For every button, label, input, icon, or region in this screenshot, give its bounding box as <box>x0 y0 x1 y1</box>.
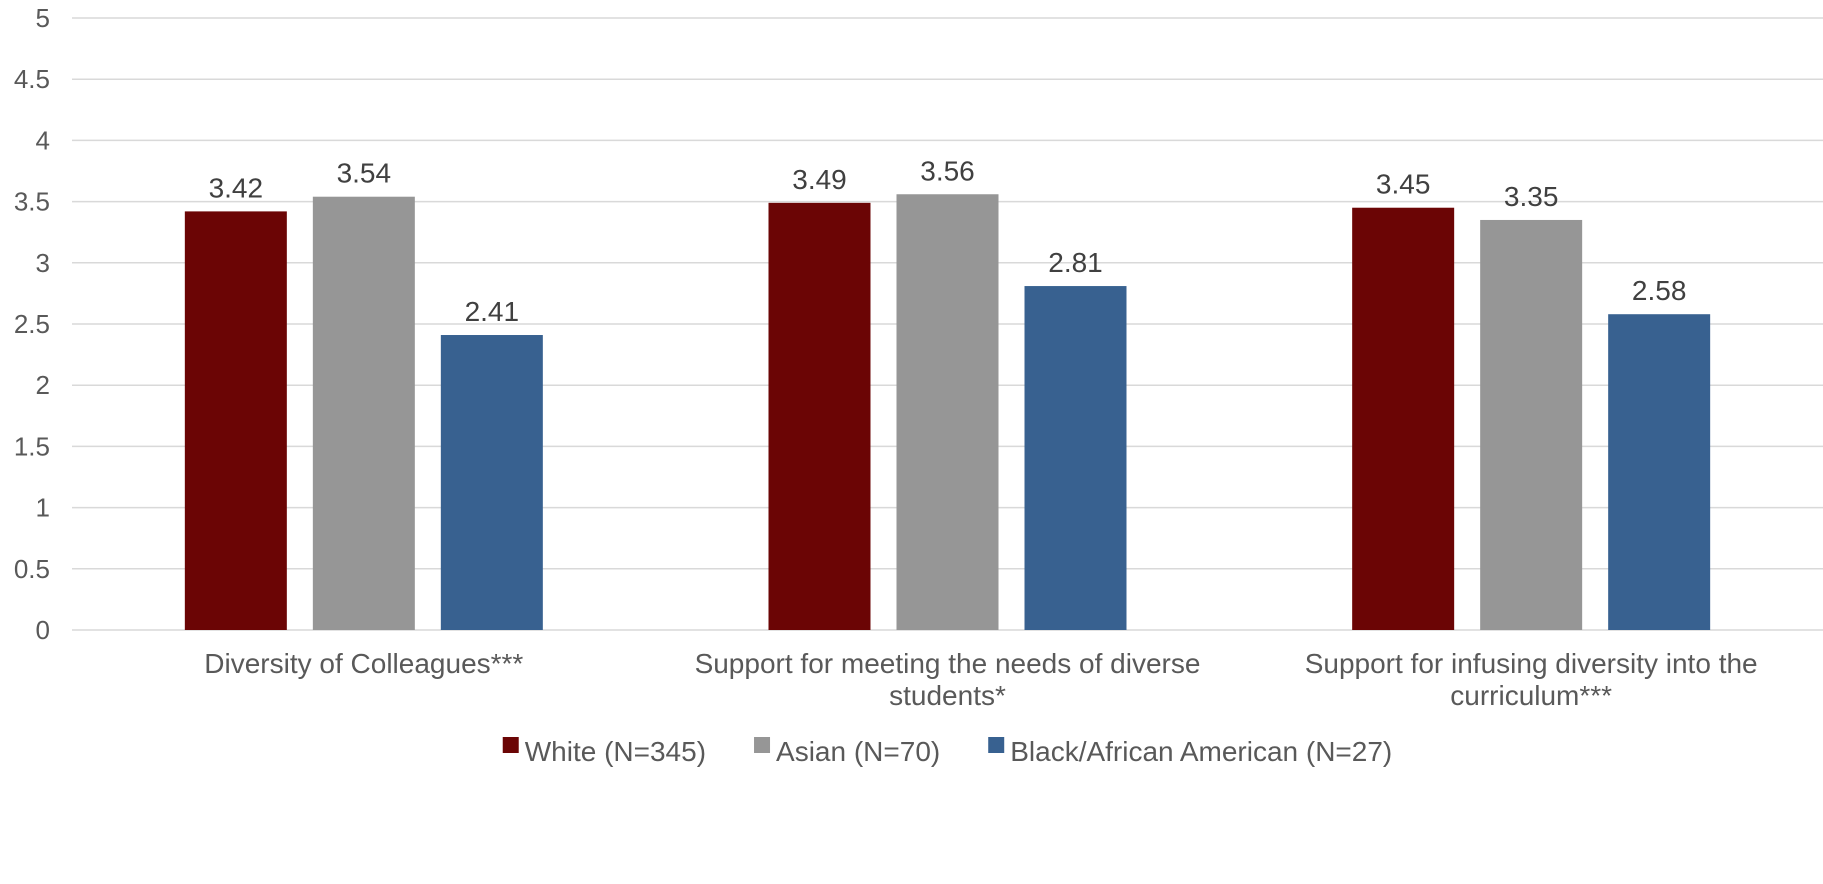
legend: White (N=345) Asian (N=70) Black/African A… <box>502 736 1392 767</box>
x-axis-categories: Diversity of Colleagues*** Support for me… <box>204 648 1757 711</box>
y-tick-label: 4.5 <box>14 64 50 94</box>
data-label: 3.56 <box>920 155 975 186</box>
legend-item: White (N=345) <box>502 736 706 767</box>
y-tick-label: 5 <box>36 3 50 33</box>
category-label: students* <box>889 680 1006 711</box>
data-label: 2.41 <box>465 296 520 327</box>
legend-swatch <box>988 737 1005 753</box>
bar <box>184 211 287 630</box>
data-label: 3.45 <box>1376 169 1431 200</box>
y-tick-label: 3.5 <box>14 187 50 217</box>
category-label: Support for meeting the needs of diverse <box>695 648 1201 679</box>
y-tick-label: 0 <box>36 615 50 645</box>
bar <box>440 335 543 630</box>
bar <box>1480 219 1583 630</box>
data-label: 3.42 <box>209 172 264 203</box>
data-label: 2.81 <box>1048 247 1103 278</box>
data-label: 3.35 <box>1504 181 1559 212</box>
category-label: Support for infusing diversity into the <box>1305 648 1758 679</box>
data-label: 3.54 <box>337 158 392 189</box>
y-tick-label: 4 <box>36 125 50 155</box>
legend-label: Asian (N=70) <box>776 736 940 767</box>
y-tick-label: 1.5 <box>14 431 50 461</box>
legend-label: Black/African American (N=27) <box>1010 736 1392 767</box>
bars <box>184 194 1711 631</box>
category-label: Diversity of Colleagues*** <box>204 648 523 679</box>
data-label: 2.58 <box>1632 275 1687 306</box>
y-tick-label: 0.5 <box>14 554 50 584</box>
data-label: 3.49 <box>792 164 847 195</box>
legend-item: Asian (N=70) <box>754 736 940 767</box>
bar <box>312 196 415 631</box>
legend-swatch <box>502 737 519 753</box>
data-labels: 3.42 3.54 2.41 3.49 3.56 2.81 3.45 3.35 2.58 <box>209 155 1687 327</box>
bar <box>896 194 999 631</box>
bar <box>1024 286 1127 630</box>
y-tick-label: 3 <box>36 248 50 278</box>
bar <box>1608 314 1711 630</box>
legend-item: Black/African American (N=27) <box>988 736 1392 767</box>
legend-swatch <box>754 737 771 753</box>
legend-label: White (N=345) <box>525 736 706 767</box>
bar <box>768 202 871 630</box>
y-tick-label: 2 <box>36 370 50 400</box>
y-axis-ticks: 0 0.5 1 1.5 2 2.5 3 3.5 4 4.5 5 <box>14 3 50 645</box>
bar <box>1352 207 1455 630</box>
y-tick-label: 1 <box>36 493 50 523</box>
y-tick-label: 2.5 <box>14 309 50 339</box>
category-label: curriculum*** <box>1450 680 1612 711</box>
